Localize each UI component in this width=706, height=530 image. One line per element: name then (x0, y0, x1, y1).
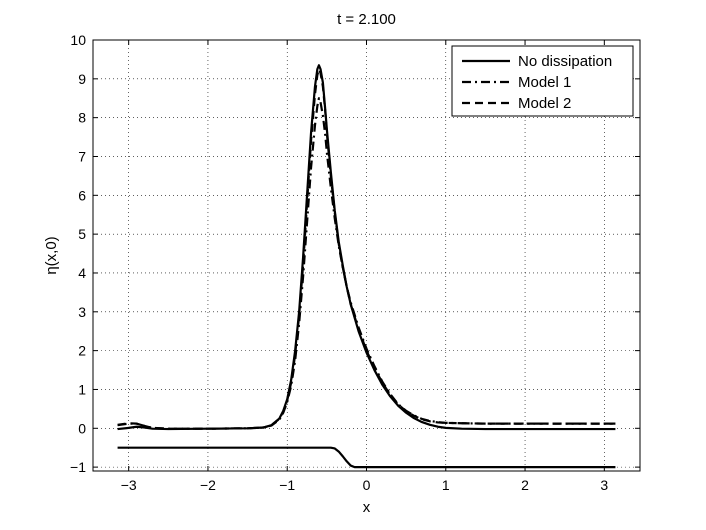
y-tick-label: 5 (78, 226, 86, 242)
x-tick-label: −3 (121, 477, 137, 493)
y-tick-label: 7 (78, 148, 86, 164)
y-tick-label: 3 (78, 304, 86, 320)
legend: No dissipation Model 1 Model 2 (451, 45, 634, 117)
x-tick-label: −2 (200, 477, 216, 493)
legend-label: Model 1 (518, 74, 571, 91)
y-tick-label: −1 (70, 459, 86, 475)
y-tick-label: 4 (78, 265, 86, 281)
x-tick-label: 0 (363, 477, 371, 493)
y-tick-label: 10 (70, 32, 86, 48)
series-line-model-1 (117, 97, 616, 430)
y-tick-label: 6 (78, 187, 86, 203)
series-line-no-dissipation (117, 64, 616, 431)
axes: −3 −2 −1 0 1 2 3 −1 0 1 2 3 4 5 6 7 8 9 10 (70, 32, 641, 493)
legend-label: No dissipation (518, 53, 612, 70)
x-axis-label: x (363, 499, 371, 516)
chart-title: t = 2.100 (337, 11, 396, 28)
x-tick-label: −1 (279, 477, 295, 493)
y-tick-label: 2 (78, 343, 86, 359)
y-tick-label: 0 (78, 420, 86, 436)
y-tick-label: 8 (78, 110, 86, 126)
plot-lines (117, 64, 616, 469)
series-line-model-2 (117, 68, 616, 430)
y-tick-label: 1 (78, 381, 86, 397)
x-tick-label: 1 (442, 477, 450, 493)
x-tick-label: 2 (521, 477, 529, 493)
y-tick-label: 9 (78, 71, 86, 87)
x-tick-label: 3 (600, 477, 608, 493)
bathymetry-line (117, 446, 616, 469)
legend-label: Model 2 (518, 95, 571, 112)
y-axis-label: η(x,0) (43, 236, 60, 274)
